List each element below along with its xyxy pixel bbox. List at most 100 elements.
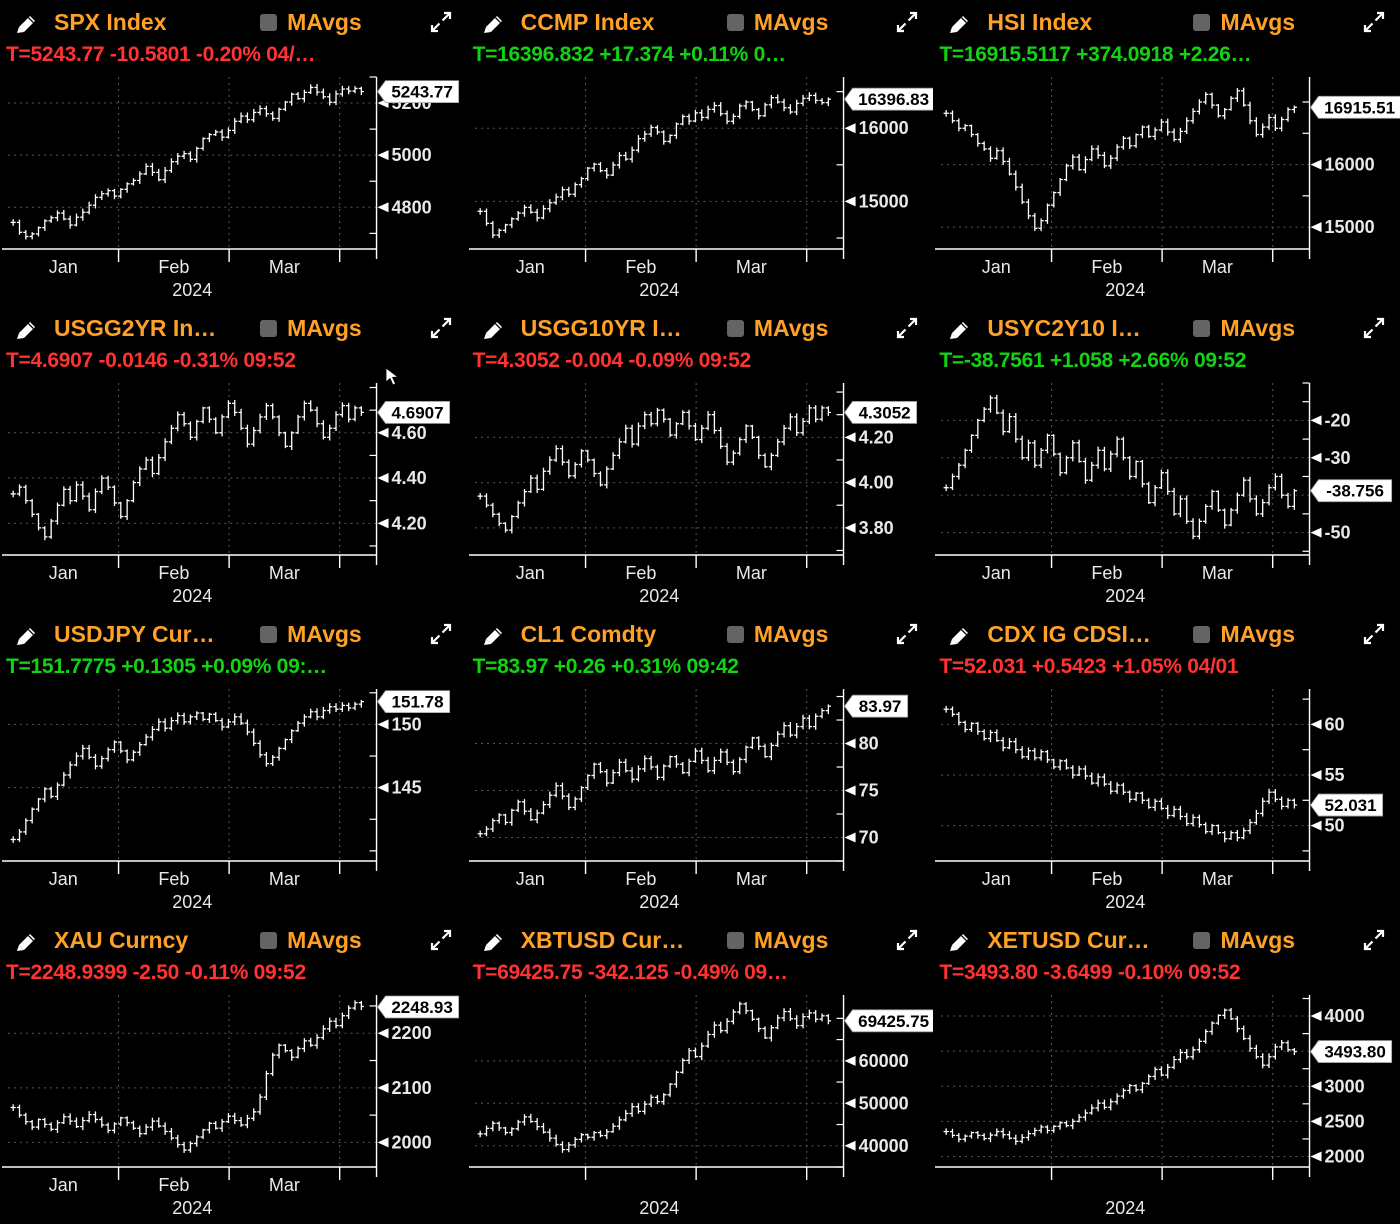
mavgs-label: MAvgs — [287, 620, 362, 647]
mavgs-checkbox[interactable] — [726, 319, 744, 337]
svg-text:3493.80: 3493.80 — [1325, 1043, 1386, 1062]
expand-icon[interactable] — [1362, 928, 1386, 952]
mavgs-checkbox[interactable] — [1193, 931, 1211, 949]
mavgs-checkbox[interactable] — [726, 13, 744, 31]
edit-pencil-icon[interactable] — [947, 621, 973, 647]
expand-icon[interactable] — [895, 10, 919, 34]
price-chart[interactable]: 2024 4000 3000 2500 2000 3493.80 — [933, 989, 1400, 1221]
expand-icon[interactable] — [429, 10, 453, 34]
ticker-title[interactable]: USGG10YR I… — [520, 314, 682, 341]
svg-text:2024: 2024 — [1106, 586, 1146, 606]
mavgs-checkbox[interactable] — [260, 625, 278, 643]
svg-text:Feb: Feb — [1092, 257, 1123, 277]
svg-text:Mar: Mar — [269, 1175, 300, 1195]
ticker-title[interactable]: USGG2YR In… — [54, 314, 217, 341]
mavgs-checkbox[interactable] — [260, 13, 278, 31]
svg-text:2024: 2024 — [1106, 892, 1146, 912]
panel-header: XETUSD Cur… MAvgs — [933, 922, 1400, 958]
expand-icon[interactable] — [895, 928, 919, 952]
quote-line: T=16915.5117 +374.0918 +2.26… — [939, 43, 1252, 66]
mavgs-checkbox[interactable] — [260, 319, 278, 337]
ticker-title[interactable]: CDX IG CDSI… — [987, 620, 1151, 647]
svg-text:Feb: Feb — [625, 563, 656, 583]
svg-text:Mar: Mar — [1202, 869, 1233, 889]
svg-text:2024: 2024 — [639, 892, 679, 912]
svg-text:80: 80 — [858, 734, 878, 754]
ticker-title[interactable]: USDJPY Cur… — [54, 620, 215, 647]
expand-icon[interactable] — [429, 316, 453, 340]
edit-pencil-icon[interactable] — [947, 315, 973, 341]
mavgs-checkbox[interactable] — [726, 625, 744, 643]
price-chart[interactable]: Jan Feb Mar 2024 4.20 4.00 3.80 4.3052 — [467, 377, 934, 609]
edit-pencil-icon[interactable] — [947, 9, 973, 35]
svg-text:75: 75 — [858, 781, 878, 801]
svg-text:Feb: Feb — [1092, 869, 1123, 889]
price-chart[interactable]: 2024 60000 50000 40000 69425.75 — [467, 989, 934, 1221]
svg-text:16915.51: 16915.51 — [1324, 98, 1395, 117]
svg-text:50000: 50000 — [858, 1093, 908, 1113]
mavgs-label: MAvgs — [287, 314, 362, 341]
expand-icon[interactable] — [429, 622, 453, 646]
edit-pencil-icon[interactable] — [947, 927, 973, 953]
svg-text:3.80: 3.80 — [858, 518, 893, 538]
ticker-title[interactable]: XAU Curncy — [54, 926, 189, 953]
mavgs-checkbox[interactable] — [1193, 625, 1211, 643]
expand-icon[interactable] — [895, 316, 919, 340]
ticker-title[interactable]: SPX Index — [54, 8, 167, 35]
price-chart[interactable]: Jan Feb Mar 2024 -20 -30 -50 -38.756 — [933, 377, 1400, 609]
ticker-title[interactable]: USYC2Y10 I… — [987, 314, 1141, 341]
mavgs-label: MAvgs — [1220, 926, 1296, 953]
quote-line: T=52.031 +0.5423 +1.05% 04/01 — [939, 655, 1239, 678]
chart-panel-1: CCMP Index MAvgs T=16396.832 +17.374 +0.… — [467, 0, 934, 306]
svg-text:4.60: 4.60 — [392, 423, 427, 443]
svg-text:2100: 2100 — [392, 1078, 432, 1098]
expand-icon[interactable] — [1362, 622, 1386, 646]
price-chart[interactable]: Jan Feb Mar 2024 80 75 70 83.97 — [467, 683, 934, 915]
svg-text:4800: 4800 — [392, 197, 432, 217]
svg-text:16000: 16000 — [858, 118, 908, 138]
mavgs-checkbox[interactable] — [260, 931, 278, 949]
expand-icon[interactable] — [429, 928, 453, 952]
chart-panel-10: XBTUSD Cur… MAvgs T=69425.75 -342.125 -0… — [467, 918, 934, 1224]
svg-text:2024: 2024 — [639, 280, 679, 300]
price-chart[interactable]: Jan Feb Mar 2024 16000 15000 16396.83 — [467, 71, 934, 303]
ticker-title[interactable]: CL1 Comdty — [520, 620, 657, 647]
ticker-title[interactable]: XETUSD Cur… — [987, 926, 1150, 953]
chart-panel-6: USDJPY Cur… MAvgs T=151.7775 +0.1305 +0.… — [0, 612, 467, 918]
svg-text:Jan: Jan — [515, 869, 544, 889]
quote-line: T=151.7775 +0.1305 +0.09% 09:… — [6, 655, 327, 678]
mavgs-label: MAvgs — [1220, 620, 1296, 647]
edit-pencil-icon[interactable] — [481, 927, 507, 953]
mavgs-checkbox[interactable] — [1193, 13, 1211, 31]
panel-header: XAU Curncy MAvgs — [0, 922, 467, 958]
ticker-title[interactable]: HSI Index — [987, 8, 1093, 35]
edit-pencil-icon[interactable] — [14, 927, 40, 953]
svg-text:151.78: 151.78 — [392, 693, 444, 712]
price-chart[interactable]: Jan Feb Mar 2024 4.60 4.40 4.20 4.6907 — [0, 377, 467, 609]
mavgs-label: MAvgs — [1220, 314, 1296, 341]
expand-icon[interactable] — [1362, 316, 1386, 340]
svg-text:5243.77: 5243.77 — [391, 83, 452, 102]
edit-pencil-icon[interactable] — [481, 9, 507, 35]
edit-pencil-icon[interactable] — [481, 621, 507, 647]
edit-pencil-icon[interactable] — [14, 621, 40, 647]
price-chart[interactable]: Jan Feb Mar 2024 150 145 151.78 — [0, 683, 467, 915]
ticker-title[interactable]: CCMP Index — [520, 8, 655, 35]
svg-text:Feb: Feb — [625, 869, 656, 889]
expand-icon[interactable] — [895, 622, 919, 646]
price-chart[interactable]: Jan Feb Mar 2024 16000 15000 16915.51 — [933, 71, 1400, 303]
mavgs-label: MAvgs — [753, 8, 829, 35]
svg-text:Jan: Jan — [49, 869, 78, 889]
edit-pencil-icon[interactable] — [14, 9, 40, 35]
mavgs-label: MAvgs — [287, 8, 362, 35]
mavgs-checkbox[interactable] — [726, 931, 744, 949]
edit-pencil-icon[interactable] — [481, 315, 507, 341]
ticker-title[interactable]: XBTUSD Cur… — [520, 926, 685, 953]
edit-pencil-icon[interactable] — [14, 315, 40, 341]
expand-icon[interactable] — [1362, 10, 1386, 34]
mavgs-checkbox[interactable] — [1193, 319, 1211, 337]
price-chart[interactable]: Jan Feb Mar 2024 2200 2100 2000 2248.93 — [0, 989, 467, 1221]
svg-text:70: 70 — [858, 828, 878, 848]
